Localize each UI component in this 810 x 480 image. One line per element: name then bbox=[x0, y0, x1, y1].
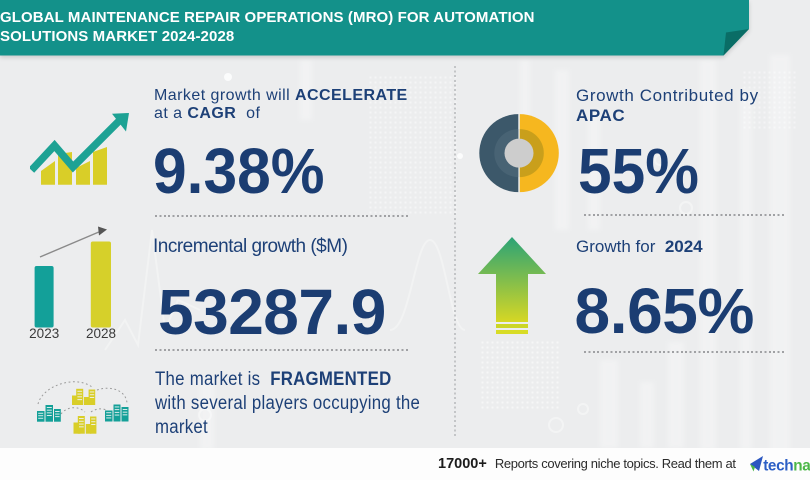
svg-text:technav: technav bbox=[763, 457, 810, 474]
svg-text:2023: 2023 bbox=[29, 326, 59, 341]
svg-text:2028: 2028 bbox=[86, 326, 116, 341]
